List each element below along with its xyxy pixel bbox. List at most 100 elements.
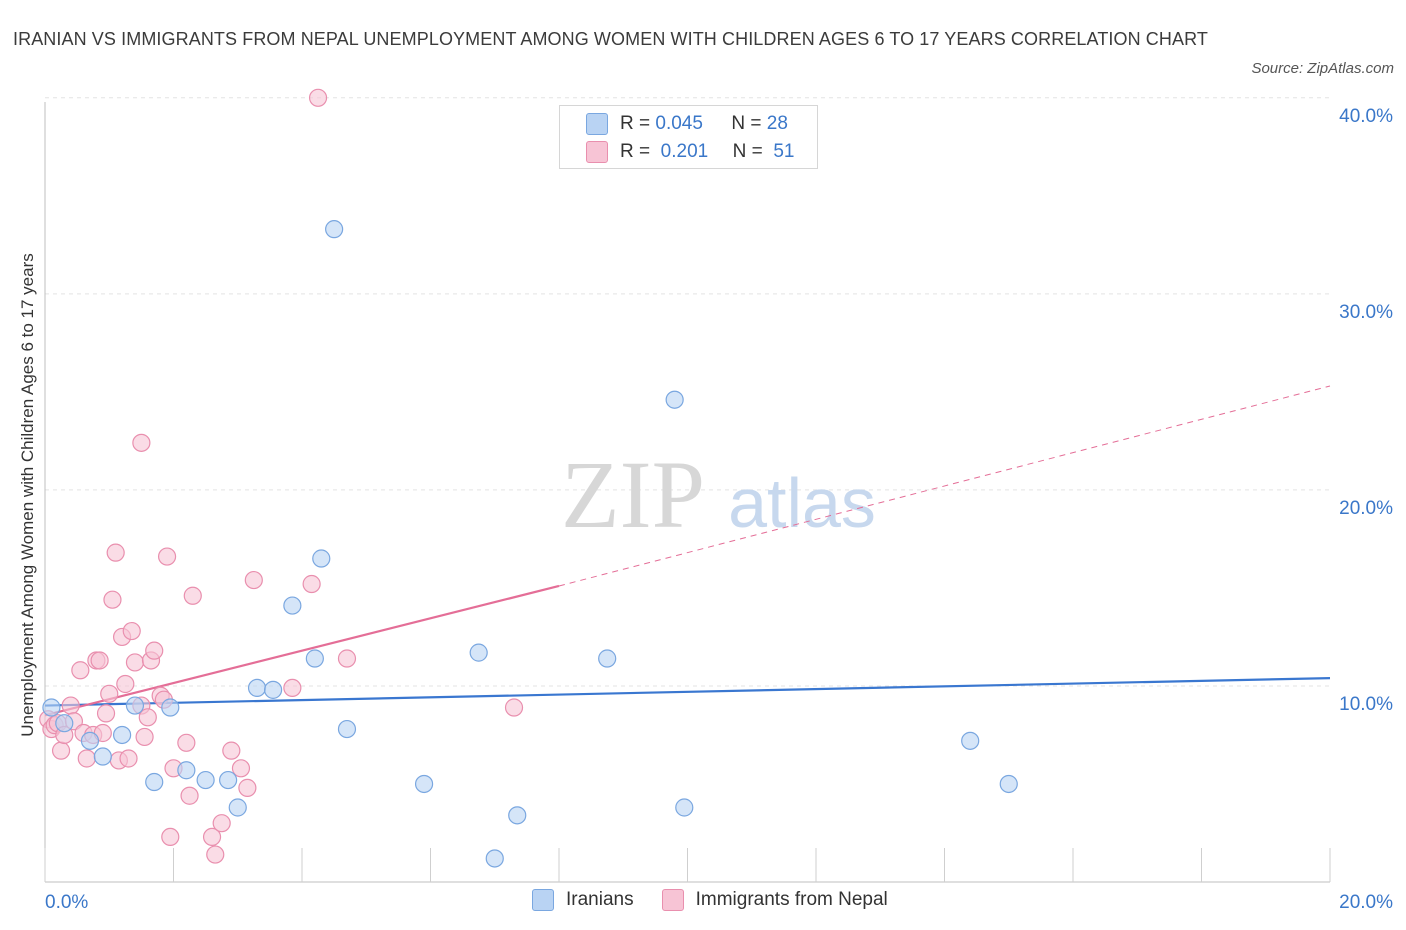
data-point-nepal[interactable] [504,698,524,717]
data-point-nepal[interactable] [238,778,257,797]
legend-r-label: R = [620,141,651,162]
data-point-nepal[interactable] [244,570,263,590]
data-point-nepal[interactable] [106,543,125,562]
x-tick-label: 0.0% [45,892,88,913]
data-point-nepal[interactable] [157,547,177,566]
data-point-iranians[interactable] [263,680,283,699]
gridlines [45,97,1330,687]
legend-n-label: N = [731,113,762,134]
data-point-nepal[interactable] [161,827,180,847]
legend-row-nepal: R = 0.201 N = 51 [586,140,794,164]
data-points [39,88,1018,868]
legend-row-iranians: R = 0.045 N = 28 [586,112,788,136]
data-point-iranians[interactable] [675,798,694,817]
legend-r-value-iranians: 0.045 [655,113,703,134]
data-point-nepal[interactable] [177,733,196,752]
trend-extension-nepal [558,385,1331,587]
data-point-iranians[interactable] [999,774,1018,794]
data-point-iranians[interactable] [469,643,488,662]
data-point-iranians[interactable] [112,725,132,745]
data-point-iranians[interactable] [598,649,617,668]
legend-item-nepal[interactable]: Immigrants from Nepal [661,889,888,911]
data-point-iranians[interactable] [337,719,357,739]
legend-item-iranians[interactable]: Iranians [532,889,634,911]
data-point-nepal[interactable] [283,678,302,698]
data-point-nepal[interactable] [51,741,71,760]
correlation-legend: R = 0.045 N = 28 R = 0.201 N = 51 [559,105,818,169]
data-point-iranians[interactable] [283,596,302,615]
data-point-iranians[interactable] [145,772,164,792]
watermark: ZIP atlas [561,441,876,548]
data-point-nepal[interactable] [138,708,157,727]
legend-n-value-nepal: 51 [773,141,795,162]
data-point-nepal[interactable] [125,653,145,672]
data-point-nepal[interactable] [202,827,222,847]
data-point-nepal[interactable] [61,696,80,715]
legend-swatch-nepal [661,889,684,911]
legend-r-label: R = [620,113,651,134]
y-tick-label: 20.0% [1339,498,1393,519]
legend-r-value-nepal: 0.201 [660,141,709,162]
data-point-nepal[interactable] [77,749,96,768]
data-point-nepal[interactable] [90,651,109,670]
legend-label-iranians: Iranians [566,889,634,910]
data-point-iranians[interactable] [42,698,61,717]
y-tick-label: 30.0% [1339,302,1393,323]
legend-n-value-iranians: 28 [766,113,788,134]
y-tick-label: 40.0% [1339,106,1393,127]
tick-labels: 10.0% 20.0% 30.0% 40.0% 0.0% 20.0% [45,106,1393,913]
data-point-iranians[interactable] [55,714,74,733]
data-point-iranians[interactable] [219,770,238,790]
trend-line-iranians [44,677,1331,707]
data-point-nepal[interactable] [103,590,122,609]
data-point-iranians[interactable] [325,220,344,239]
data-point-iranians[interactable] [196,770,215,790]
data-point-nepal[interactable] [96,704,116,723]
data-point-nepal[interactable] [302,574,321,594]
data-point-nepal[interactable] [132,433,151,452]
data-point-nepal[interactable] [308,88,328,107]
data-point-iranians[interactable] [247,678,267,698]
chart-title: IRANIAN VS IMMIGRANTS FROM NEPAL UNEMPLO… [13,29,1208,49]
legend-n-label: N = [732,141,763,162]
data-point-iranians[interactable] [485,849,504,868]
data-point-iranians[interactable] [961,731,980,750]
data-point-nepal[interactable] [206,845,225,864]
data-point-nepal[interactable] [135,727,154,747]
data-point-iranians[interactable] [177,761,196,780]
data-point-iranians[interactable] [80,731,100,750]
data-point-nepal[interactable] [337,649,357,668]
x-tick-label: 20.0% [1339,892,1393,913]
data-point-nepal[interactable] [119,749,138,768]
legend-swatch-iranians [532,889,554,911]
trend-line-nepal [44,584,560,717]
data-point-nepal[interactable] [212,814,231,833]
data-point-iranians[interactable] [665,390,684,409]
data-point-nepal[interactable] [145,641,164,660]
data-point-nepal[interactable] [100,684,119,703]
legend-swatch-nepal [586,141,608,163]
data-point-nepal[interactable] [71,661,90,680]
watermark-atlas: atlas [728,464,876,542]
data-point-nepal[interactable] [222,741,241,760]
data-point-iranians[interactable] [125,696,145,715]
axes [44,102,1331,883]
series-legend: Iranians Immigrants from Nepal [532,889,916,911]
data-point-iranians[interactable] [312,549,331,568]
data-point-iranians[interactable] [508,806,527,825]
watermark-zip: ZIP [561,441,705,548]
data-point-iranians[interactable] [305,649,324,668]
data-point-nepal[interactable] [180,786,199,805]
data-point-nepal[interactable] [122,621,141,641]
data-point-nepal[interactable] [183,586,202,605]
trend-lines [44,385,1331,717]
y-tick-label: 10.0% [1339,694,1393,715]
data-point-iranians[interactable] [228,798,247,817]
data-point-nepal[interactable] [231,759,251,778]
source-label: Source: ZipAtlas.com [1251,60,1394,77]
data-point-iranians[interactable] [93,747,112,766]
data-point-iranians[interactable] [414,774,434,794]
data-point-iranians[interactable] [161,698,180,717]
data-point-nepal[interactable] [116,674,135,694]
